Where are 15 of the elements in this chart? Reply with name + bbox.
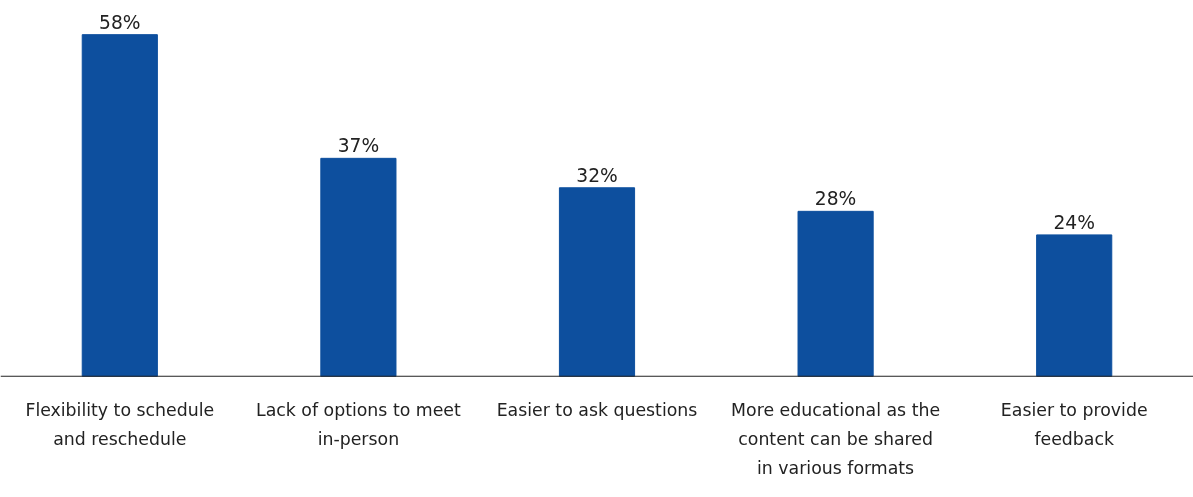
bar: [558, 187, 636, 377]
x-tick-label: More educational as the content can be shared in various formats: [731, 400, 941, 479]
data-label: 37%: [337, 135, 380, 157]
bar: [81, 34, 158, 377]
bar: [797, 210, 874, 377]
data-label: 28%: [814, 188, 857, 210]
bar: [320, 157, 397, 377]
data-label: 58%: [99, 11, 141, 33]
x-tick-label: Easier to ask questions: [496, 400, 698, 421]
data-label: 24%: [1053, 211, 1095, 233]
data-label: 32%: [576, 164, 618, 186]
bar: [1036, 234, 1113, 377]
x-tick-label: Lack of options to meet in-person: [256, 400, 461, 450]
x-tick-label: Easier to provide feedback: [1000, 400, 1148, 450]
x-tick-label: Flexibility to schedule and reschedule: [25, 400, 215, 450]
